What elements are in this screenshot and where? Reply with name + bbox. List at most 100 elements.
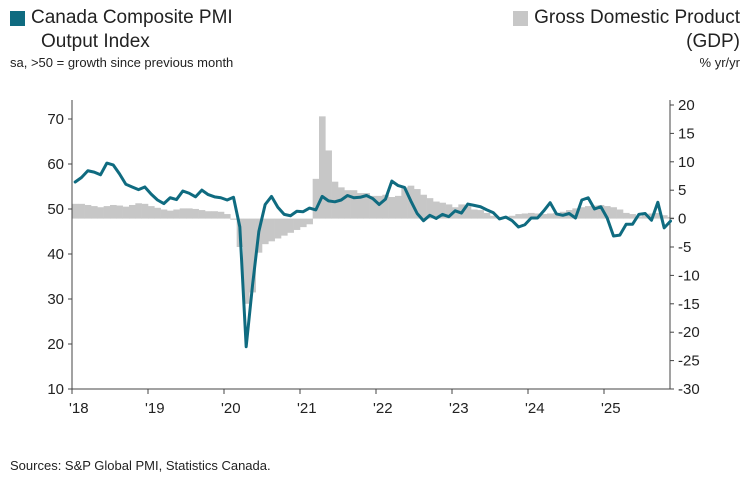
gdp-bar — [262, 218, 269, 245]
gdp-bar — [376, 195, 383, 219]
x-tick-label: '19 — [145, 400, 165, 417]
gdp-bar — [211, 211, 218, 219]
right-tick-label: 20 — [678, 97, 695, 114]
gdp-bar — [281, 218, 288, 236]
gdp-bar — [129, 204, 136, 219]
right-tick-label: -20 — [678, 324, 700, 341]
gdp-bar — [167, 210, 174, 219]
gdp-bar — [224, 214, 231, 219]
gdp-bar — [388, 197, 396, 219]
gdp-bar — [547, 213, 554, 219]
gdp-bar — [635, 216, 643, 219]
gdp-bar — [604, 206, 611, 219]
gdp-bar — [338, 187, 345, 219]
gdp-bar — [249, 218, 256, 293]
gdp-bar — [623, 212, 630, 219]
left-tick-label: 60 — [47, 156, 64, 173]
left-tick-label: 30 — [47, 291, 64, 308]
gdp-subtitle: % yr/yr — [699, 55, 740, 70]
left-tick-label: 70 — [47, 111, 64, 128]
gdp-bar — [357, 193, 364, 219]
gdp-bar — [382, 194, 389, 219]
gdp-title-line2: (GDP) — [686, 31, 740, 52]
gdp-bar — [141, 203, 149, 219]
gdp-bar — [585, 206, 592, 219]
pmi-line — [73, 161, 672, 349]
gdp-bar — [84, 204, 92, 219]
right-tick-label: -30 — [678, 381, 700, 398]
gdp-bar — [72, 203, 79, 219]
x-tick-label: '24 — [525, 400, 545, 417]
gdp-bar — [471, 209, 478, 219]
gdp-bar — [426, 198, 434, 219]
gdp-bar — [490, 215, 497, 219]
gdp-bar — [160, 209, 168, 219]
gdp-bar — [667, 216, 674, 219]
left-tick-label: 10 — [47, 381, 64, 398]
right-tick-label: 5 — [678, 182, 686, 199]
gdp-bar — [509, 215, 516, 219]
gdp-bar — [610, 207, 617, 219]
gdp-bar — [483, 212, 491, 219]
gdp-bar — [148, 206, 155, 219]
gdp-bar — [91, 206, 98, 219]
gdp-legend-swatch — [513, 10, 529, 26]
gdp-bar — [420, 194, 427, 219]
x-tick-label: '25 — [601, 400, 621, 417]
gdp-bar — [217, 211, 225, 219]
gdp-title-line1: Gross Domestic Product — [534, 7, 740, 28]
right-tick-label: 0 — [678, 211, 686, 228]
gdp-bar — [293, 218, 301, 230]
left-tick-label: 40 — [47, 246, 64, 263]
gdp-bar — [186, 208, 193, 219]
gdp-bar — [179, 208, 187, 219]
gdp-bar — [103, 206, 111, 219]
gdp-bar — [312, 178, 320, 219]
gdp-bar — [344, 190, 351, 219]
left-tick-label: 20 — [47, 336, 64, 353]
gdp-bar — [540, 214, 548, 219]
gdp-bar — [642, 215, 649, 219]
gdp-bar — [135, 203, 142, 219]
pmi-title-line2: Output Index — [41, 31, 150, 52]
gdp-bar — [654, 212, 662, 219]
gdp-bar — [306, 218, 313, 225]
right-tick-label: -5 — [678, 239, 691, 256]
right-tick-label: 15 — [678, 125, 695, 142]
gdp-bar — [515, 214, 522, 219]
x-tick-label: '21 — [297, 400, 317, 417]
x-tick-label: '18 — [69, 400, 89, 417]
gdp-bar — [110, 204, 117, 219]
gdp-bar — [154, 207, 161, 219]
legend-left: Canada Composite PMI Output Index sa, >5… — [10, 6, 233, 71]
gdp-bar — [629, 214, 636, 219]
gdp-bar — [445, 204, 453, 219]
gdp-bar — [173, 209, 180, 219]
gdp-bar — [452, 207, 459, 219]
chart-axes — [68, 100, 674, 394]
pmi-subtitle: sa, >50 = growth since previous month — [10, 55, 234, 70]
gdp-bar — [300, 218, 307, 228]
gdp-bar — [268, 218, 275, 242]
x-tick-label: '20 — [221, 400, 241, 417]
pmi-legend-swatch — [10, 10, 25, 26]
right-tick-label: -25 — [678, 353, 700, 370]
gdp-bar — [363, 193, 370, 219]
gdp-bar — [274, 218, 282, 239]
x-tick-label: '22 — [373, 400, 393, 417]
gdp-bar — [205, 211, 212, 219]
right-tick-label: -10 — [678, 267, 700, 284]
gdp-bar — [97, 207, 104, 219]
gdp-bar — [401, 187, 408, 219]
pmi-line-group — [73, 161, 672, 349]
gdp-bar — [319, 116, 326, 219]
gdp-bar — [521, 213, 529, 219]
pmi-title-line1: Canada Composite PMI — [31, 7, 233, 28]
gdp-bar — [78, 203, 85, 219]
gdp-bar — [230, 218, 237, 220]
gdp-bar — [439, 202, 446, 219]
gdp-bar — [116, 205, 123, 219]
gdp-bar — [325, 150, 332, 219]
gdp-bar — [578, 207, 586, 219]
gdp-bar — [287, 218, 294, 233]
